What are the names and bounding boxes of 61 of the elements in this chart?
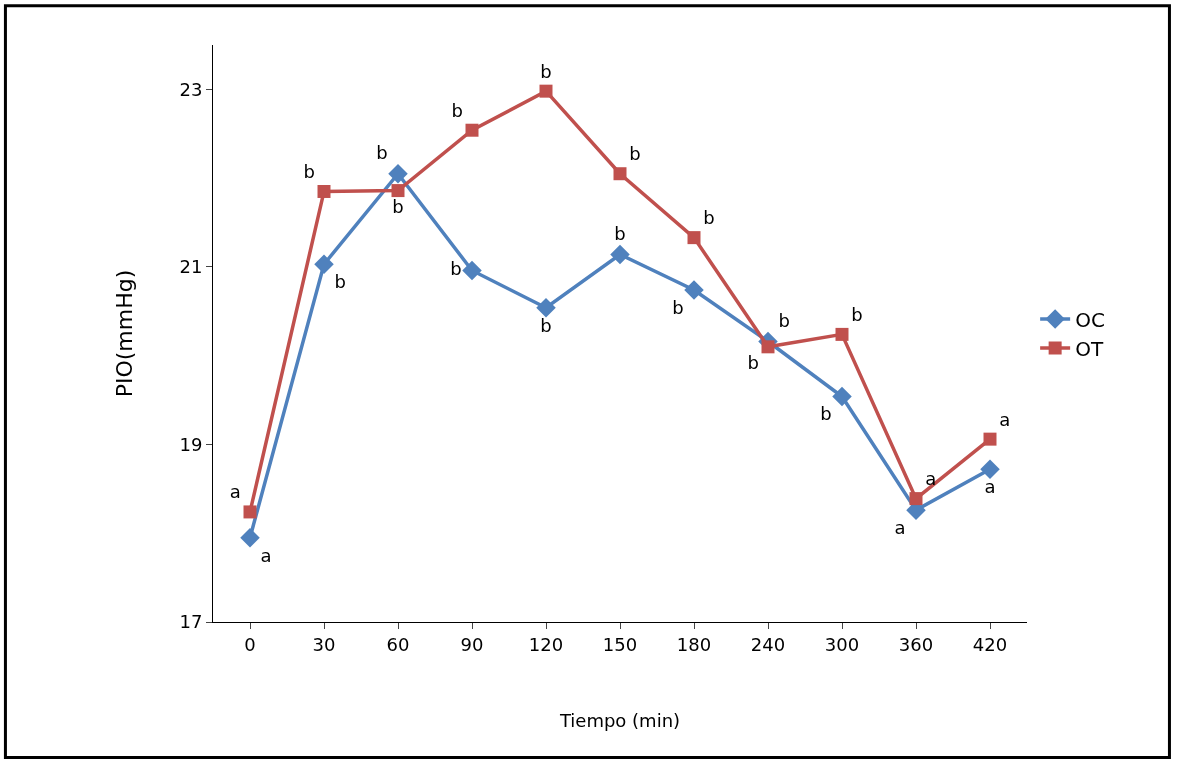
point [391, 184, 405, 198]
data-label: a [894, 517, 906, 539]
x-tick-label: 180 [676, 633, 712, 655]
x-tick-label: 150 [602, 633, 638, 655]
point [536, 298, 556, 318]
point [613, 167, 627, 181]
data-label: a [260, 544, 272, 566]
data-label: b [747, 352, 759, 374]
data-label: b [851, 303, 863, 325]
point [243, 505, 257, 519]
point [832, 386, 852, 407]
point [314, 254, 334, 275]
y-tick-label: 19 [179, 433, 203, 455]
data-label: b [540, 314, 552, 336]
point [687, 231, 701, 245]
x-tick-label: 420 [972, 633, 1008, 655]
x-tick-label: 360 [898, 633, 934, 655]
data-label: a [925, 467, 937, 489]
y-tick-label: 21 [179, 256, 203, 278]
data-label: b [540, 60, 552, 82]
data-label: a [999, 408, 1011, 430]
x-axis-title: Tiempo (min) [558, 709, 681, 731]
x-tick-label: 30 [312, 633, 336, 655]
point [980, 459, 1000, 480]
point [610, 244, 630, 265]
legend-label: OC [1075, 307, 1105, 332]
point [761, 340, 775, 354]
data-label: b [820, 403, 832, 425]
y-axis-title: PIO(mmHg) [112, 269, 138, 398]
point [684, 280, 704, 300]
legend-label: OT [1075, 336, 1104, 361]
data-label: b [392, 196, 404, 218]
x-tick-label: 300 [824, 633, 860, 655]
x-tick-label: 120 [528, 633, 564, 655]
data-label: b [450, 257, 462, 279]
x-tick-label: 240 [750, 633, 786, 655]
point [539, 84, 553, 98]
point [388, 163, 408, 184]
point [983, 432, 997, 446]
data-label: b [778, 309, 790, 331]
point [835, 327, 849, 341]
data-label: b [334, 271, 346, 293]
data-label: b [614, 222, 626, 244]
point [909, 492, 923, 506]
data-label: b [451, 99, 463, 121]
data-label: b [629, 143, 641, 165]
x-tick-label: 90 [460, 633, 484, 655]
x-tick-label: 60 [386, 633, 410, 655]
data-label: b [376, 141, 388, 163]
data-label: b [703, 207, 715, 229]
data-label: a [229, 481, 241, 503]
y-tick-label: 23 [179, 78, 203, 100]
data-label: a [984, 476, 996, 498]
x-tick-label: 0 [244, 633, 256, 655]
y-tick-label: 17 [179, 611, 203, 633]
point [462, 260, 482, 281]
point [465, 123, 479, 137]
data-label: b [672, 296, 684, 318]
point [317, 184, 331, 198]
point [240, 527, 260, 548]
data-label: b [303, 160, 315, 182]
